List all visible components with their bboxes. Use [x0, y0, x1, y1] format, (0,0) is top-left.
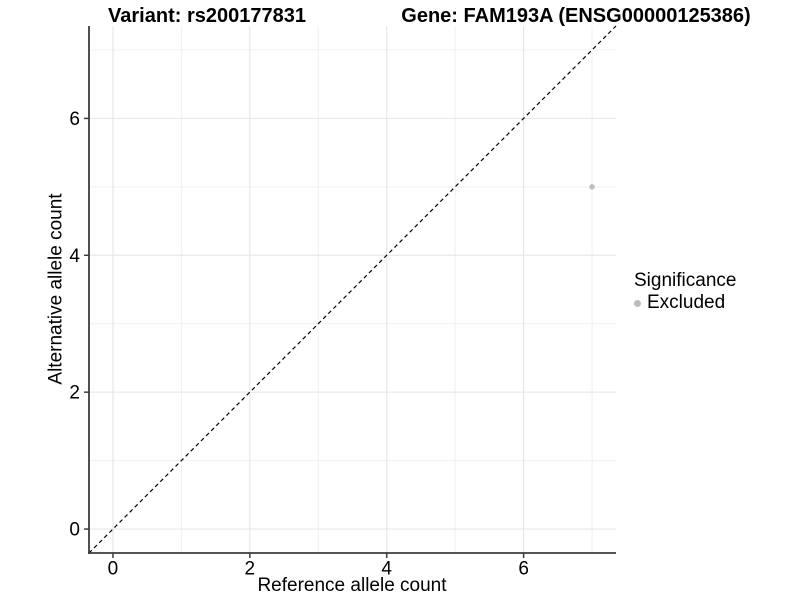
variant-title: Variant: rs200177831 [108, 5, 306, 27]
legend-item-excluded: Excluded [634, 292, 736, 314]
x-tick-label: 4 [381, 559, 392, 580]
x-tick-label: 6 [518, 559, 529, 580]
x-tick-label: 2 [245, 559, 256, 580]
legend: Significance Excluded [634, 270, 736, 314]
y-tick-label: 0 [69, 520, 80, 541]
x-tick-label: 0 [108, 559, 119, 580]
y-tick-label: 2 [69, 383, 80, 404]
y-axis-title: Alternative allele count [45, 193, 67, 385]
identity-line [88, 25, 617, 554]
x-axis-title: Reference allele count [257, 575, 447, 596]
legend-item-label: Excluded [647, 292, 726, 313]
excluded-point-swatch [634, 299, 641, 307]
legend-title: Significance [634, 270, 737, 291]
y-tick-label: 4 [69, 246, 80, 267]
gene-title: Gene: FAM193A (ENSG00000125386) [401, 5, 751, 27]
data-point [589, 184, 595, 190]
y-tick-label: 6 [69, 109, 80, 130]
